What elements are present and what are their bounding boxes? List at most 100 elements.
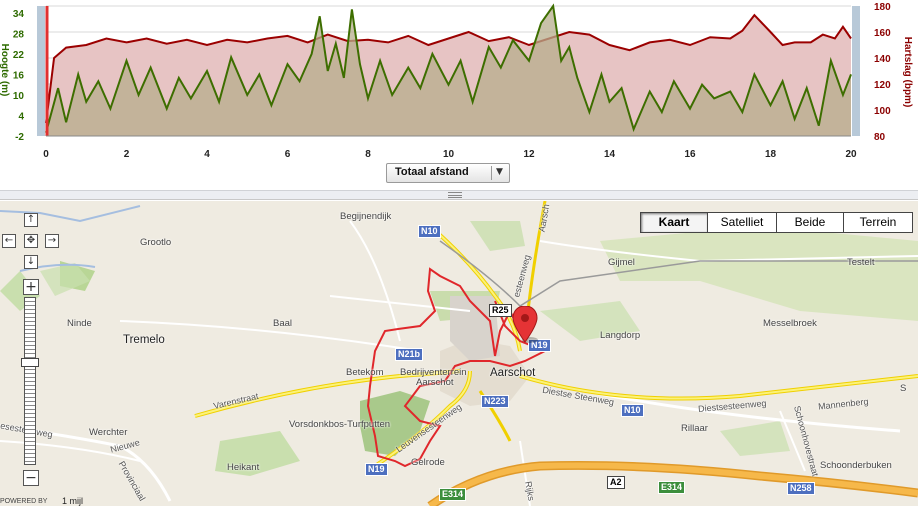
zoom-in-icon[interactable]: + [23, 279, 39, 295]
place-label: Gelrode [411, 457, 445, 468]
series-line-2 [45, 3, 852, 133]
left-tick-label: 10 [13, 91, 25, 102]
chart-svg: 0 2 4 6 8 10 12 14 16 18 20 -2 4 10 16 22 28 34 80 100 120 14… [0, 2, 913, 160]
x-tick-label: 14 [604, 149, 616, 160]
road-shield: N223 [481, 395, 509, 408]
map-type-satelliet[interactable]: Satelliet [707, 212, 777, 233]
elevation-heartrate-chart: 0 2 4 6 8 10 12 14 16 18 20 -2 4 10 16 22 28 34 80 100 120 14… [0, 0, 918, 190]
x-tick-label: 6 [285, 149, 291, 160]
left-tick-label: 34 [13, 9, 25, 20]
minor-road [519, 440, 531, 506]
map-type-kaart[interactable]: Kaart [640, 212, 708, 233]
place-label: Werchter [89, 427, 128, 438]
forest-area [360, 391, 430, 456]
place-label: Rillaar [681, 423, 708, 434]
pan-up-icon[interactable]: ↑ [24, 213, 38, 227]
place-label: Aarschot [416, 377, 454, 388]
minor-road [539, 240, 918, 263]
left-tick-label: 28 [13, 29, 25, 40]
left-axis-title: Hoogte (m) [0, 44, 10, 97]
minor-road [0, 440, 141, 462]
place-label: Ninde [67, 318, 92, 329]
place-label: Vorsdonkbos-Turfputten [289, 419, 391, 430]
river [0, 205, 141, 272]
distance-mode-dropdown[interactable]: Totaal afstand ▼ [386, 163, 510, 183]
park-area [470, 221, 525, 251]
place-label: Schoonderbuken [820, 460, 892, 471]
x-tick-label: 20 [845, 149, 857, 160]
powered-by-label: POWERED BY [0, 498, 48, 505]
x-tick-label: 12 [523, 149, 535, 160]
industrial-area [450, 296, 500, 361]
place-label: Aarschot [490, 367, 536, 379]
road-shield: E314 [658, 481, 686, 494]
map-view[interactable]: Begijnendijk Grootlo Gijmel Testelt Nind… [0, 201, 918, 506]
map-scale: 1 mijl [62, 496, 84, 506]
place-label: S [900, 383, 907, 394]
road-shield: N19 [365, 463, 388, 476]
dropdown-label: Totaal afstand [395, 166, 469, 178]
park-area [540, 301, 640, 341]
x-tick-label: 8 [365, 149, 371, 160]
park-area [600, 226, 918, 321]
dropdown-separator [491, 166, 492, 180]
forest-area [215, 431, 300, 476]
map-pin-icon[interactable] [512, 306, 542, 346]
place-label: Tremelo [123, 334, 165, 346]
minor-road [119, 320, 421, 352]
place-label: Messelbroek [763, 318, 817, 329]
urban-area [440, 339, 530, 406]
main-road [194, 370, 461, 417]
railway [439, 240, 918, 307]
x-tick-label: 18 [765, 149, 777, 160]
grip-icon [448, 192, 462, 198]
motorway [428, 462, 918, 506]
map-type-terrein[interactable]: Terrein [843, 212, 913, 233]
right-tick-label: 180 [874, 2, 891, 13]
main-road [429, 225, 521, 352]
map-canvas [0, 201, 918, 506]
center-icon[interactable]: ✥ [24, 234, 38, 248]
minor-road [349, 220, 401, 342]
series-line-1 [45, 13, 852, 124]
minor-road [779, 410, 806, 472]
right-tick-label: 140 [874, 54, 891, 65]
place-label: Grootlo [140, 237, 172, 248]
road-shield: A2 [607, 476, 625, 489]
right-tick-label: 120 [874, 80, 891, 91]
right-tick-label: 160 [874, 28, 891, 39]
panel-splitter[interactable] [0, 190, 918, 200]
zoom-slider-handle[interactable] [21, 358, 39, 367]
place-label: Gijmel [608, 257, 635, 268]
place-label: Langdorp [600, 330, 641, 341]
park-area [40, 263, 90, 296]
x-tick-label: 16 [684, 149, 696, 160]
right-axis-bar [852, 6, 860, 136]
road-shield: N21b [395, 348, 424, 361]
place-label: Betekom [346, 367, 384, 378]
road-shield: N19 [528, 339, 551, 352]
map-type-beide[interactable]: Beide [776, 212, 844, 233]
park-area [720, 421, 790, 456]
pan-down-icon[interactable]: ↓ [24, 255, 38, 269]
place-label: Baal [273, 318, 293, 329]
road-shield: N10 [418, 225, 441, 238]
zoom-out-icon[interactable]: − [23, 470, 39, 486]
x-tick-label: 2 [124, 149, 130, 160]
x-tick-label: 10 [443, 149, 455, 160]
left-tick-label: 22 [13, 50, 25, 61]
main-road [374, 370, 471, 467]
x-tick-label: 0 [43, 149, 49, 160]
right-tick-label: 100 [874, 106, 891, 117]
pan-left-icon[interactable]: ← [2, 234, 16, 248]
zoom-slider[interactable] [24, 297, 36, 465]
minor-road [329, 295, 471, 312]
place-label: Begijnendijk [340, 211, 392, 222]
left-axis-bar [37, 6, 45, 136]
road-shield: N258 [787, 482, 815, 495]
road-shield: R25 [489, 304, 512, 317]
pan-right-icon[interactable]: → [45, 234, 59, 248]
place-label: Bedrijventerrein [400, 367, 467, 378]
x-tick-label: 4 [204, 149, 210, 160]
right-tick-label: 80 [874, 132, 886, 143]
